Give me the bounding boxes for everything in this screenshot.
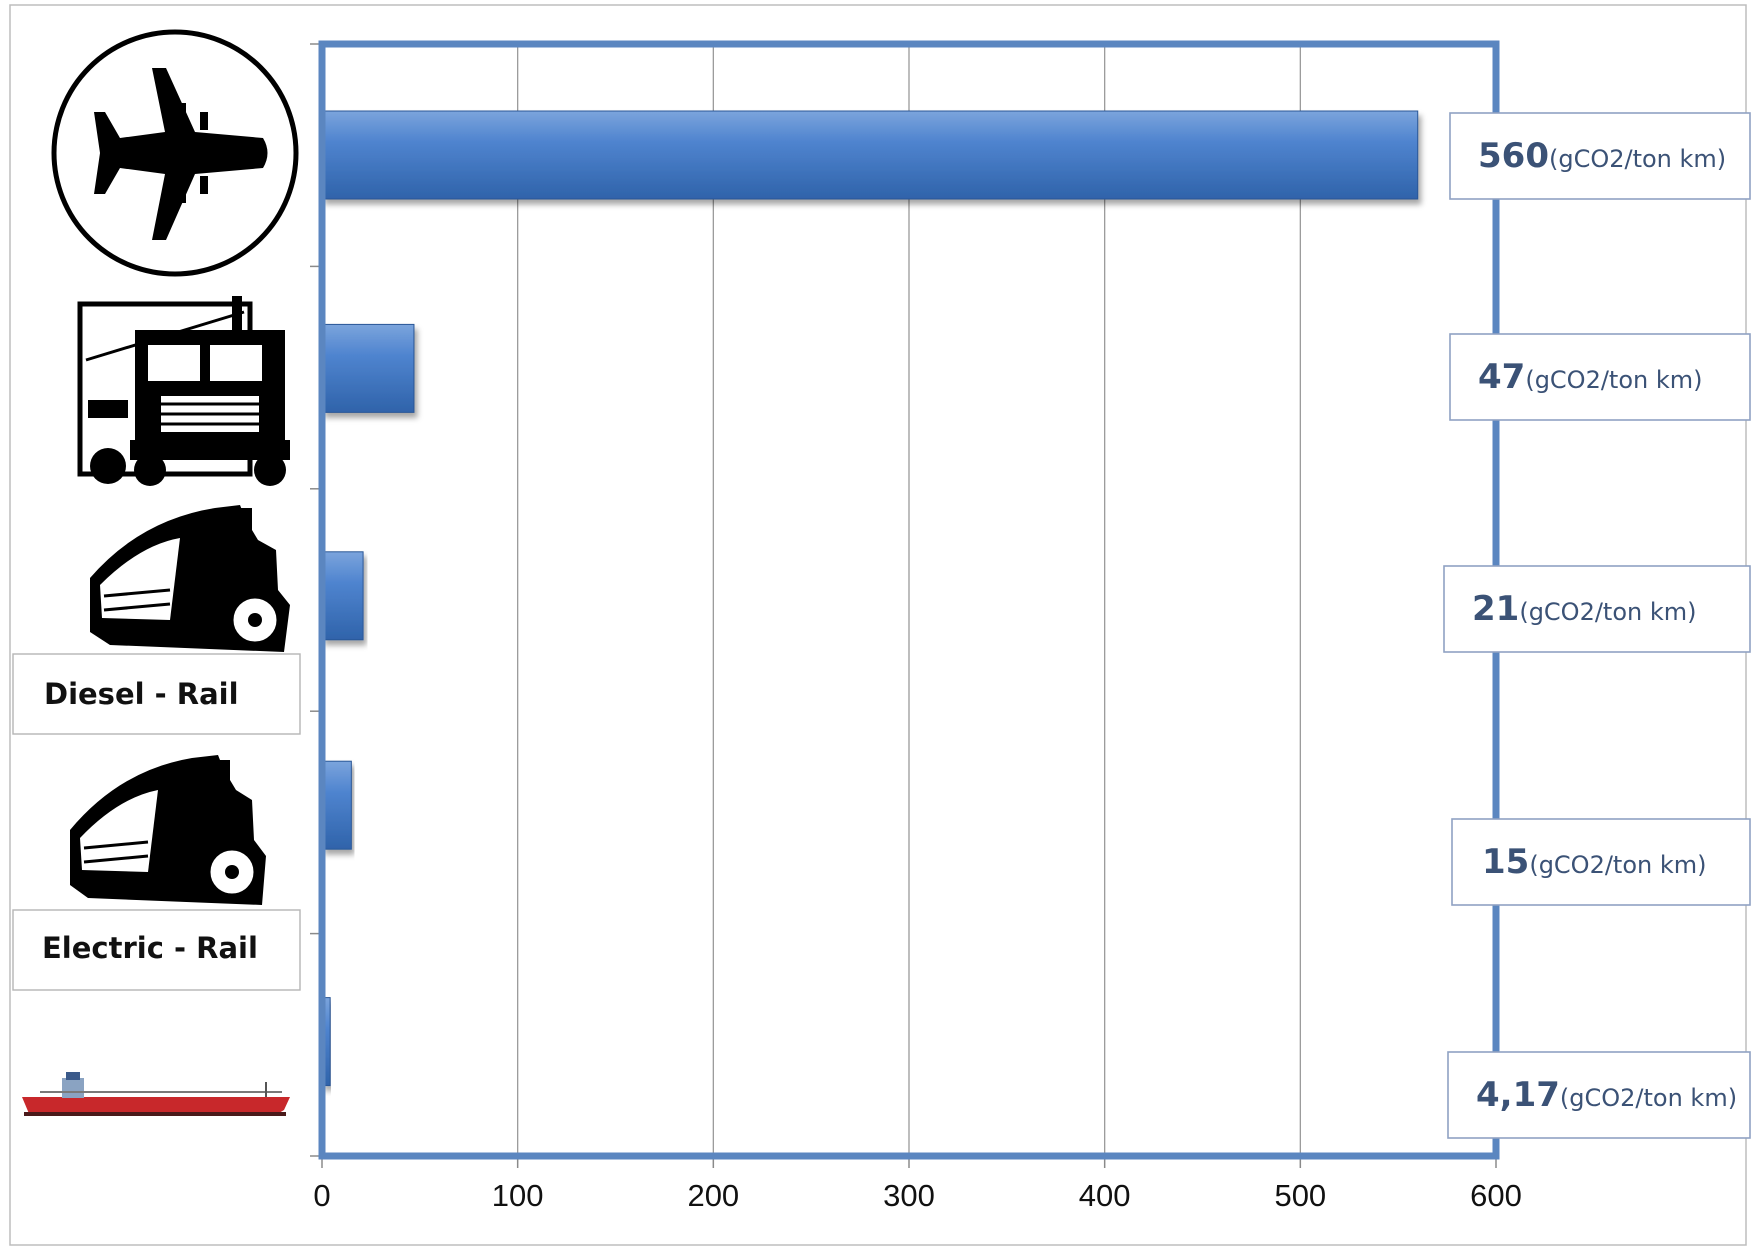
value-label-box — [1451, 818, 1751, 906]
value-label: 4,17(gCO2/ton km) — [1447, 1051, 1751, 1139]
x-tick-label: 400 — [1079, 1178, 1131, 1213]
bar — [321, 110, 1419, 200]
value-label-box — [1449, 112, 1751, 200]
value-label-text: 21(gCO2/ton km) — [1472, 589, 1697, 629]
bars — [321, 110, 1419, 1087]
bar — [321, 323, 415, 413]
x-tick-label: 600 — [1470, 1178, 1522, 1213]
gridlines — [517, 44, 1301, 1156]
x-tick-label: 500 — [1274, 1178, 1326, 1213]
x-axis-tick-labels: 0 100 200 300 400 500 600 — [313, 1178, 1521, 1213]
bar — [321, 551, 364, 641]
value-label-text: 47(gCO2/ton km) — [1478, 357, 1703, 397]
value-label: 560(gCO2/ton km) — [1449, 112, 1751, 200]
value-label-box — [1447, 1051, 1751, 1139]
airplane-icon — [51, 29, 299, 277]
value-label-text: 4,17(gCO2/ton km) — [1476, 1075, 1737, 1115]
truck-icon — [77, 296, 290, 486]
x-tick-label: 100 — [492, 1178, 544, 1213]
value-labels: 560(gCO2/ton km) 47(gCO2/ton km) 21(gCO2/t… — [1443, 112, 1751, 1139]
axes — [310, 43, 1497, 1168]
x-tick-label: 200 — [687, 1178, 739, 1213]
category-text-electric-rail: Electric - Rail — [42, 931, 258, 965]
category-label-diesel-rail: Diesel - Rail — [12, 653, 301, 735]
cargo-ship-icon — [22, 1072, 290, 1116]
x-tick-label: 0 — [313, 1178, 330, 1213]
category-label-electric-rail: Electric - Rail — [12, 909, 301, 991]
category-text-diesel-rail: Diesel - Rail — [44, 677, 239, 711]
value-label-text: 560(gCO2/ton km) — [1478, 136, 1726, 176]
x-tick-label: 300 — [883, 1178, 935, 1213]
bar — [321, 760, 352, 850]
electric-locomotive-icon — [70, 755, 266, 905]
diesel-locomotive-icon — [90, 505, 290, 652]
value-label: 47(gCO2/ton km) — [1449, 333, 1751, 421]
value-label-box — [1449, 333, 1751, 421]
value-label-box — [1443, 565, 1751, 653]
value-label: 15(gCO2/ton km) — [1451, 818, 1751, 906]
value-label-text: 15(gCO2/ton km) — [1482, 842, 1707, 882]
value-label: 21(gCO2/ton km) — [1443, 565, 1751, 653]
